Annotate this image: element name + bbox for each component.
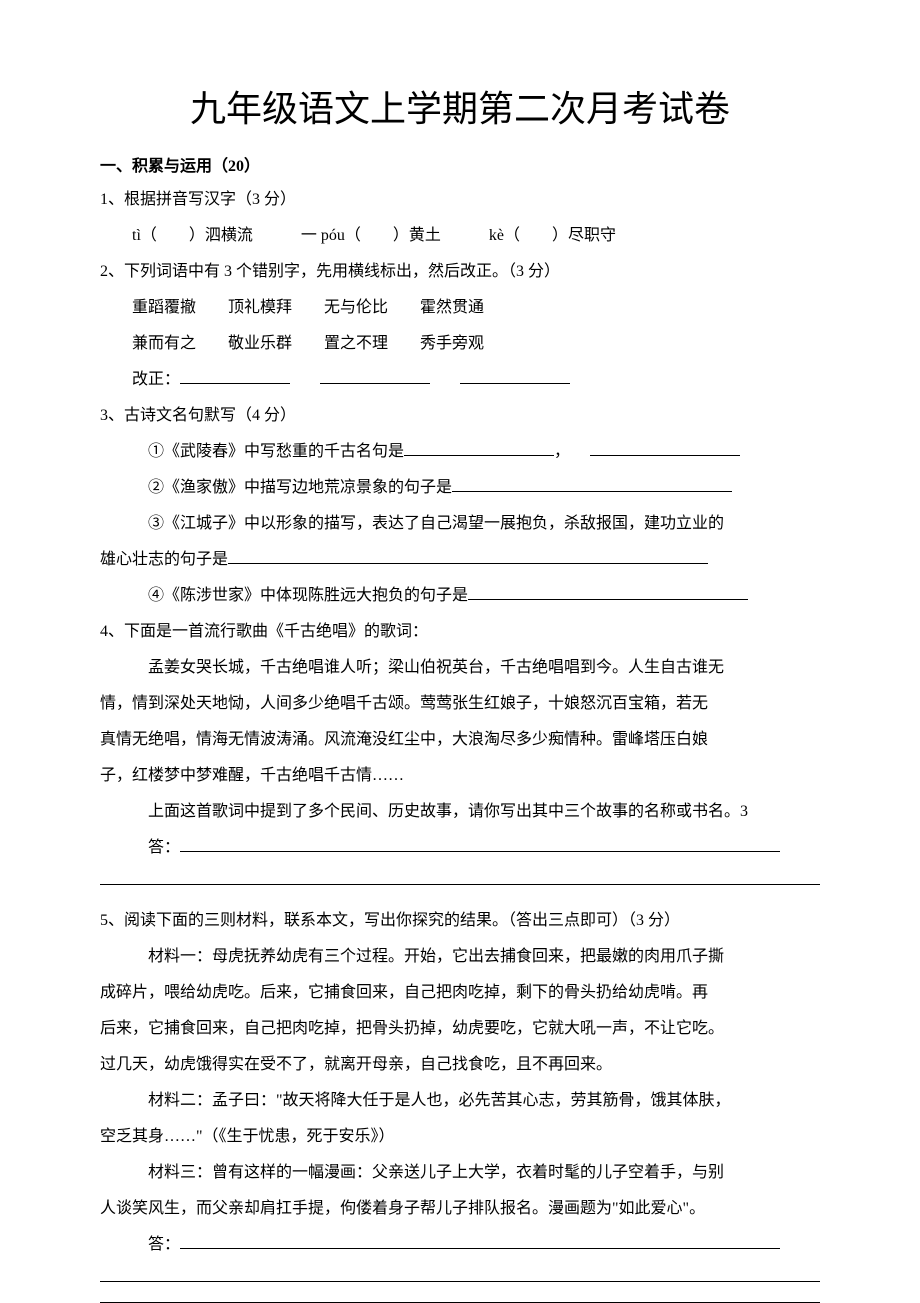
q3-item3b: 雄心壮志的句子是 <box>100 544 820 576</box>
section-1-header: 一、积累与运用（20） <box>100 152 820 176</box>
q5-m1a: 材料一：母虎抚养幼虎有三个过程。开始，它出去捕食回来，把最嫩的肉用爪子撕 <box>100 941 820 973</box>
q2-line2: 兼而有之 敬业乐群 置之不理 秀手旁观 <box>100 328 820 360</box>
q1-prompt: 1、根据拼音写汉字（3 分） <box>100 184 820 216</box>
q2-correction: 改正： <box>100 364 820 396</box>
q4-lyrics1: 孟姜女哭长城，千古绝唱谁人听；梁山伯祝英台，千古绝唱唱到今。人生自古谁无 <box>100 652 820 684</box>
q5-answer-label: 答： <box>148 1236 180 1253</box>
q5-prompt: 5、阅读下面的三则材料，联系本文，写出你探究的结果。（答出三点即可）（3 分） <box>100 905 820 937</box>
blank <box>180 368 290 384</box>
q5-m1c: 后来，它捕食回来，自己把肉吃掉，把骨头扔掉，幼虎要吃，它就大吼一声，不让它吃。 <box>100 1013 820 1045</box>
q1-items: tì（ ）泗横流 一 póu（ ）黄土 kè（ ）尽职守 <box>100 220 820 252</box>
q4-lyrics3: 真情无绝唱，情海无情波涛涌。风流淹没红尘中，大浪淘尽多少痴情种。雷峰塔压白娘 <box>100 724 820 756</box>
q2-line1: 重蹈覆撤 顶礼模拜 无与伦比 霍然贯通 <box>100 292 820 324</box>
q4-lyrics4: 子，红楼梦中梦难醒，千古绝唱千古情…… <box>100 760 820 792</box>
q4-answer-label: 答： <box>148 839 180 856</box>
q5-m1b: 成碎片，喂给幼虎吃。后来，它捕食回来，自己把肉吃掉，剩下的骨头扔给幼虎啃。再 <box>100 977 820 1009</box>
blank <box>180 836 780 852</box>
q4-task: 上面这首歌词中提到了多个民间、历史故事，请你写出其中三个故事的名称或书名。3 <box>100 796 820 828</box>
q5-m1d: 过几天，幼虎饿得实在受不了，就离开母亲，自己找食吃，且不再回来。 <box>100 1049 820 1081</box>
q3-item3b-text: 雄心壮志的句子是 <box>100 551 228 568</box>
blank <box>460 368 570 384</box>
blank <box>320 368 430 384</box>
q3-item4: ④《陈涉世家》中体现陈胜远大抱负的句子是 <box>100 580 820 612</box>
q3-item1-text: ①《武陵春》中写愁重的千古名句是 <box>148 443 404 460</box>
q3-item2-text: ②《渔家傲》中描写边地荒凉景象的句子是 <box>148 479 452 496</box>
q3-item1-comma: ， <box>554 443 570 460</box>
blank <box>228 548 708 564</box>
q5-m3b: 人谈笑风生，而父亲却肩扛手提，佝偻着身子帮儿子排队报名。漫画题为"如此爱心"。 <box>100 1193 820 1225</box>
q5-answer: 答： <box>100 1229 820 1261</box>
q4-prompt: 4、下面是一首流行歌曲《千古绝唱》的歌词： <box>100 616 820 648</box>
q2-prompt: 2、下列词语中有 3 个错别字，先用横线标出，然后改正。（3 分） <box>100 256 820 288</box>
q3-item1: ①《武陵春》中写愁重的千古名句是 ， <box>100 436 820 468</box>
q3-item4-text: ④《陈涉世家》中体现陈胜远大抱负的句子是 <box>148 587 468 604</box>
q2-correction-label: 改正： <box>132 371 180 388</box>
exam-title: 九年级语文上学期第二次月考试卷 <box>100 80 820 132</box>
q3-prompt: 3、古诗文名句默写（4 分） <box>100 400 820 432</box>
blank <box>468 584 748 600</box>
q5-m2b: 空乏其身……"（《生于忧患，死于安乐》） <box>100 1121 820 1153</box>
q5-m3a: 材料三：曾有这样的一幅漫画：父亲送儿子上大学，衣着时髦的儿子空着手，与别 <box>100 1157 820 1189</box>
blank <box>452 476 732 492</box>
q4-answer: 答： <box>100 832 820 864</box>
q3-item2: ②《渔家傲》中描写边地荒凉景象的句子是 <box>100 472 820 504</box>
blank-line <box>100 884 820 885</box>
blank-line <box>100 1281 820 1282</box>
blank <box>180 1233 780 1249</box>
blank <box>404 440 554 456</box>
q5-m2a: 材料二：孟子曰："故天将降大任于是人也，必先苦其心志，劳其筋骨，饿其体肤， <box>100 1085 820 1117</box>
q3-item3a: ③《江城子》中以形象的描写，表达了自己渴望一展抱负，杀敌报国，建功立业的 <box>100 508 820 540</box>
q4-lyrics2: 情，情到深处天地恸，人间多少绝唱千古颂。莺莺张生红娘子，十娘怒沉百宝箱，若无 <box>100 688 820 720</box>
blank <box>590 440 740 456</box>
